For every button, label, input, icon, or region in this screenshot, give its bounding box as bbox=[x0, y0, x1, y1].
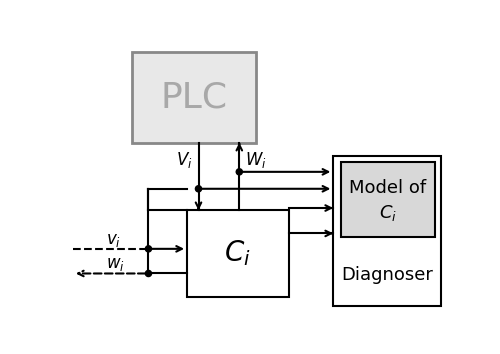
Text: $v_i$: $v_i$ bbox=[106, 230, 121, 249]
Bar bbox=[333, 156, 441, 306]
Text: $w_i$: $w_i$ bbox=[106, 255, 125, 273]
Bar bbox=[341, 162, 435, 237]
Text: $C_i$: $C_i$ bbox=[379, 203, 397, 223]
Bar bbox=[187, 210, 288, 297]
Text: $W_i$: $W_i$ bbox=[246, 149, 267, 170]
Text: Diagnoser: Diagnoser bbox=[341, 266, 433, 284]
Text: $V_i$: $V_i$ bbox=[176, 149, 193, 170]
Text: PLC: PLC bbox=[160, 80, 228, 114]
Bar bbox=[132, 52, 256, 143]
Circle shape bbox=[196, 186, 202, 192]
Circle shape bbox=[236, 169, 242, 175]
Text: $C_i$: $C_i$ bbox=[224, 239, 251, 268]
Circle shape bbox=[146, 246, 152, 252]
Circle shape bbox=[146, 270, 152, 276]
Text: Model of: Model of bbox=[350, 179, 426, 197]
